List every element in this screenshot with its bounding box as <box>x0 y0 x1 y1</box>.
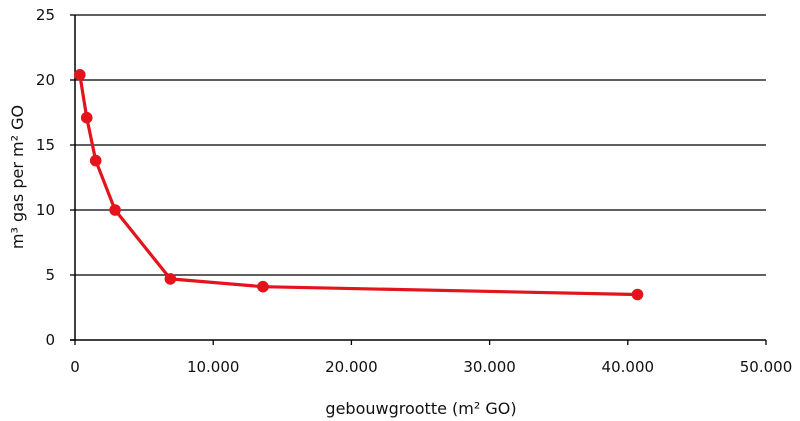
gridlines <box>75 14 766 276</box>
data-point-0 <box>74 69 86 81</box>
x-axis-title: gebouwgrootte (m² GO) <box>325 399 516 418</box>
data-point-5 <box>257 280 269 293</box>
x-tick-label-10000: 10.000 <box>187 358 240 376</box>
y-axis-ticks: 0 5 10 15 20 25 <box>36 6 75 349</box>
x-tick-label-50000: 50.000 <box>740 358 793 376</box>
data-point-4 <box>164 273 177 285</box>
y-axis-title: m³ gas per m² GO <box>8 105 27 249</box>
x-tick-label-30000: 30.000 <box>463 358 516 376</box>
data-point-1 <box>80 111 93 124</box>
data-point-3 <box>109 204 121 216</box>
y-tick-label-5: 5 <box>45 266 55 284</box>
y-tick-label-15: 15 <box>36 136 55 154</box>
x-tick-label-0: 0 <box>70 358 80 376</box>
y-tick-label-10: 10 <box>36 201 55 219</box>
data-point-2 <box>89 154 102 167</box>
axes <box>70 15 766 341</box>
y-tick-label-20: 20 <box>36 71 55 89</box>
series-group <box>74 69 644 301</box>
y-tick-label-0: 0 <box>45 331 55 349</box>
x-tick-label-20000: 20.000 <box>325 358 378 376</box>
y-tick-label-25: 25 <box>36 6 55 24</box>
x-tick-label-40000: 40.000 <box>602 358 655 376</box>
x-axis-ticks: 0 10.000 20.000 30.000 40.000 50.000 <box>70 340 792 376</box>
series-line-0 <box>78 73 640 297</box>
data-point-6 <box>631 288 644 301</box>
